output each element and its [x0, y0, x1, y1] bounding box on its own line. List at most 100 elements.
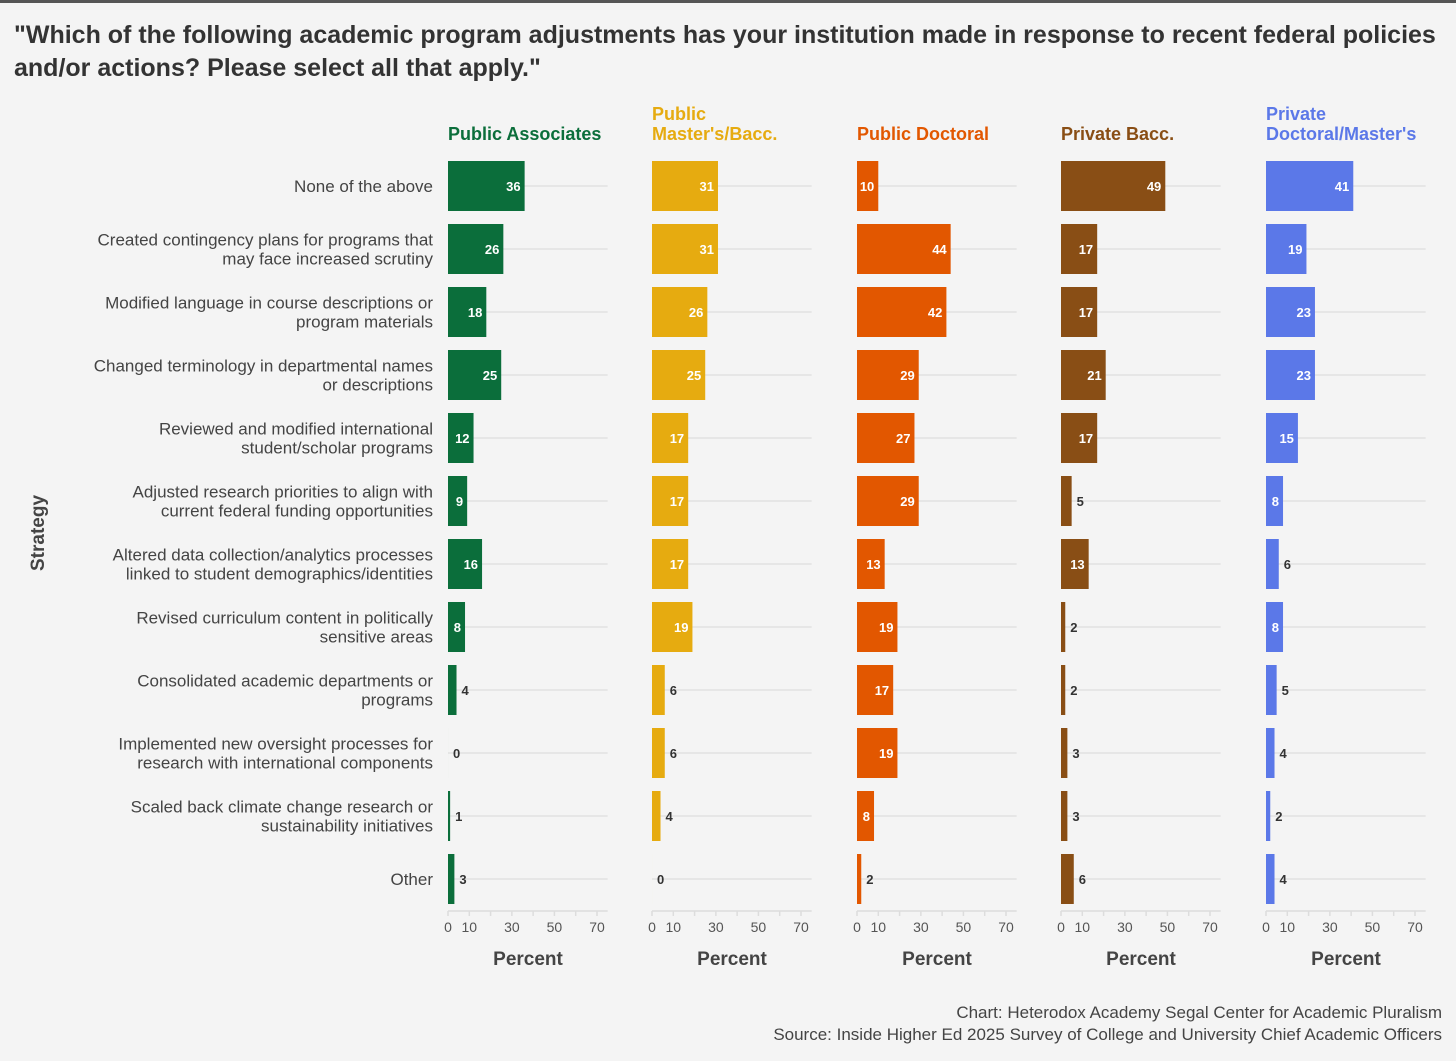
- data-label: 2: [1275, 809, 1282, 824]
- x-tick-label: 0: [648, 919, 656, 935]
- panel-title: Private Bacc.: [1061, 124, 1174, 144]
- data-label: 9: [456, 494, 463, 509]
- category-label: Consolidated academic departments or: [137, 672, 433, 691]
- bar: [1061, 665, 1065, 715]
- bar: [652, 791, 661, 841]
- x-tick-label: 0: [1057, 919, 1065, 935]
- data-label: 0: [453, 746, 460, 761]
- data-label: 3: [459, 872, 466, 887]
- x-tick-label: 0: [853, 919, 861, 935]
- panel-title: Public Doctoral: [857, 124, 989, 144]
- data-label: 29: [900, 494, 914, 509]
- x-tick-label: 30: [504, 919, 520, 935]
- category-label: None of the above: [294, 177, 433, 196]
- data-label: 16: [464, 557, 478, 572]
- data-label: 19: [879, 620, 893, 635]
- data-label: 6: [670, 683, 677, 698]
- data-label: 19: [1288, 242, 1302, 257]
- data-label: 31: [700, 242, 714, 257]
- category-label: sensitive areas: [320, 628, 433, 647]
- data-label: 44: [932, 242, 947, 257]
- panel-title: Public: [652, 104, 706, 124]
- data-label: 25: [483, 368, 497, 383]
- data-label: 26: [689, 305, 703, 320]
- x-tick-label: 50: [547, 919, 563, 935]
- data-label: 17: [670, 431, 684, 446]
- x-tick-label: 70: [589, 919, 605, 935]
- category-label: sustainability initiatives: [261, 817, 433, 836]
- panel-title: Doctoral/Master's: [1266, 124, 1416, 144]
- x-tick-label: 30: [1322, 919, 1338, 935]
- x-tick-label: 70: [793, 919, 809, 935]
- x-tick-label: 50: [956, 919, 972, 935]
- category-label: research with international components: [137, 754, 433, 773]
- data-label: 26: [485, 242, 499, 257]
- data-label: 8: [454, 620, 461, 635]
- data-label: 1: [455, 809, 462, 824]
- bar: [448, 665, 457, 715]
- data-label: 4: [462, 683, 470, 698]
- x-axis-title: Percent: [902, 949, 972, 970]
- data-label: 3: [1072, 746, 1079, 761]
- data-label: 49: [1147, 179, 1161, 194]
- panel-title: Public Associates: [448, 124, 601, 144]
- x-tick-label: 30: [1117, 919, 1133, 935]
- data-label: 0: [657, 872, 664, 887]
- x-tick-label: 70: [998, 919, 1014, 935]
- data-label: 17: [1079, 431, 1093, 446]
- bar: [857, 854, 861, 904]
- data-label: 6: [1079, 872, 1086, 887]
- category-label: Altered data collection/analytics proces…: [113, 546, 433, 565]
- category-label: student/scholar programs: [241, 439, 433, 458]
- data-label: 4: [1280, 746, 1288, 761]
- source-caption: Source: Inside Higher Ed 2025 Survey of …: [773, 1025, 1442, 1045]
- x-axis-title: Percent: [493, 949, 563, 970]
- category-label: current federal funding opportunities: [161, 502, 433, 521]
- x-tick-label: 70: [1407, 919, 1423, 935]
- data-label: 3: [1072, 809, 1079, 824]
- x-tick-label: 0: [444, 919, 452, 935]
- data-label: 36: [506, 179, 520, 194]
- bar: [1061, 476, 1072, 526]
- data-label: 2: [866, 872, 873, 887]
- bar: [1061, 728, 1067, 778]
- category-label: Reviewed and modified international: [159, 420, 433, 439]
- category-label: may face increased scrutiny: [222, 250, 433, 269]
- data-label: 19: [879, 746, 893, 761]
- data-label: 21: [1087, 368, 1101, 383]
- data-label: 42: [928, 305, 942, 320]
- data-label: 19: [674, 620, 688, 635]
- data-label: 17: [1079, 305, 1093, 320]
- category-label: Implemented new oversight processes for: [118, 735, 433, 754]
- x-tick-label: 50: [1365, 919, 1381, 935]
- panel-title: Master's/Bacc.: [652, 124, 777, 144]
- bar: [1061, 854, 1074, 904]
- x-tick-label: 10: [1279, 919, 1295, 935]
- category-label: Changed terminology in departmental name…: [94, 357, 433, 376]
- category-label: Modified language in course descriptions…: [105, 294, 433, 313]
- faceted-bar-chart: None of the above Created contingency pla…: [0, 3, 1456, 1061]
- data-label: 15: [1279, 431, 1293, 446]
- x-tick-label: 30: [708, 919, 724, 935]
- data-label: 6: [1284, 557, 1291, 572]
- x-axis-title: Percent: [1106, 949, 1176, 970]
- category-label: Created contingency plans for programs t…: [98, 231, 434, 250]
- data-label: 13: [1070, 557, 1084, 572]
- data-label: 17: [875, 683, 889, 698]
- bar: [1061, 602, 1065, 652]
- x-tick-label: 70: [1202, 919, 1218, 935]
- data-label: 17: [670, 494, 684, 509]
- data-label: 5: [1282, 683, 1289, 698]
- data-label: 41: [1335, 179, 1349, 194]
- x-tick-label: 50: [751, 919, 767, 935]
- bar: [448, 791, 450, 841]
- data-label: 2: [1070, 683, 1077, 698]
- y-axis-title: Strategy: [28, 495, 49, 571]
- category-label: Scaled back climate change research or: [131, 798, 434, 817]
- data-label: 8: [1272, 620, 1279, 635]
- x-tick-label: 10: [870, 919, 886, 935]
- x-tick-label: 10: [665, 919, 681, 935]
- data-label: 31: [700, 179, 714, 194]
- data-label: 13: [866, 557, 880, 572]
- x-tick-label: 50: [1160, 919, 1176, 935]
